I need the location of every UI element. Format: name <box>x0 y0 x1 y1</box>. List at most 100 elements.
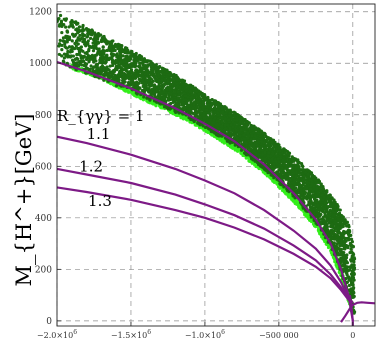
dark-point <box>172 92 176 97</box>
dark-point <box>108 46 112 50</box>
dark-point <box>275 153 279 158</box>
dark-point <box>276 171 280 175</box>
dark-point <box>60 47 64 52</box>
dark-point <box>349 237 353 241</box>
dark-point <box>189 98 193 102</box>
dark-point <box>192 96 196 100</box>
dark-point <box>328 208 332 212</box>
dark-point <box>345 265 350 269</box>
dark-point <box>142 95 146 99</box>
dark-point <box>101 45 105 49</box>
light-point <box>290 197 294 201</box>
dark-point <box>328 221 332 225</box>
dark-point <box>165 70 169 75</box>
dark-point <box>97 70 101 74</box>
dark-point <box>70 49 74 53</box>
dark-point <box>134 51 138 56</box>
dark-point <box>349 292 353 296</box>
dark-point <box>263 146 267 150</box>
dark-point <box>352 278 356 282</box>
dark-point <box>93 53 97 58</box>
dark-point <box>179 95 183 99</box>
dark-point <box>319 221 323 225</box>
dark-point <box>234 128 238 132</box>
dark-point <box>335 212 339 217</box>
dark-point <box>352 286 356 290</box>
dark-point <box>345 280 350 284</box>
dark-point <box>329 205 333 209</box>
dark-point <box>60 54 64 58</box>
dark-point <box>338 243 342 248</box>
dark-point <box>323 211 327 215</box>
dark-point <box>346 275 350 279</box>
dark-point <box>352 294 356 299</box>
dark-point <box>345 253 349 257</box>
dark-point <box>351 283 355 287</box>
dark-point <box>257 149 261 153</box>
dark-point <box>162 72 166 76</box>
dark-point <box>281 158 285 163</box>
dark-point <box>75 56 79 60</box>
dark-point <box>282 156 286 160</box>
light-point <box>278 186 282 190</box>
dark-point <box>61 36 66 40</box>
light-point <box>236 148 240 152</box>
dark-point <box>210 103 214 107</box>
dark-point <box>313 179 318 183</box>
dark-point <box>120 75 125 80</box>
dark-point <box>233 143 237 147</box>
dark-point <box>329 230 333 234</box>
dark-point <box>57 52 61 57</box>
dark-point <box>98 58 102 62</box>
dark-point <box>211 107 215 112</box>
dark-point <box>275 165 280 169</box>
dark-point <box>290 155 294 159</box>
dark-point <box>349 258 353 262</box>
dark-point <box>122 63 127 67</box>
light-point <box>261 170 265 174</box>
dark-point <box>312 211 316 215</box>
dark-point <box>341 230 346 235</box>
dark-point <box>147 79 152 83</box>
dark-point <box>333 237 337 241</box>
dark-point <box>134 64 138 68</box>
dark-point <box>319 184 323 189</box>
dark-point <box>70 23 75 27</box>
dark-point <box>220 120 224 124</box>
dark-point <box>62 56 67 60</box>
dark-point <box>344 270 348 274</box>
light-point <box>253 163 257 167</box>
dark-point <box>75 22 79 26</box>
light-point <box>117 86 121 90</box>
dark-point <box>57 16 61 21</box>
dark-point <box>223 119 227 123</box>
dark-point <box>165 91 169 95</box>
dark-point <box>278 152 282 156</box>
dark-point <box>118 65 122 69</box>
dark-point <box>87 47 91 52</box>
dark-point <box>70 39 74 43</box>
light-point <box>306 213 310 217</box>
light-point <box>184 115 188 119</box>
dark-point <box>349 247 353 251</box>
dark-point <box>68 55 73 59</box>
dark-point <box>324 213 328 218</box>
dark-point <box>73 41 77 46</box>
dark-point <box>78 60 82 64</box>
dark-point <box>78 33 82 37</box>
dark-point <box>124 46 128 51</box>
dark-point <box>124 68 128 73</box>
dark-point <box>326 195 331 199</box>
dark-point <box>63 44 67 49</box>
dark-point <box>332 226 336 230</box>
dark-point <box>274 160 278 164</box>
dark-point <box>323 201 327 205</box>
dark-point <box>72 62 76 66</box>
dark-point <box>62 22 66 27</box>
dark-point <box>130 62 134 66</box>
dark-point <box>88 36 93 40</box>
light-point <box>297 205 301 209</box>
light-point <box>241 153 245 158</box>
dark-point <box>58 23 62 27</box>
dark-point <box>280 171 284 175</box>
